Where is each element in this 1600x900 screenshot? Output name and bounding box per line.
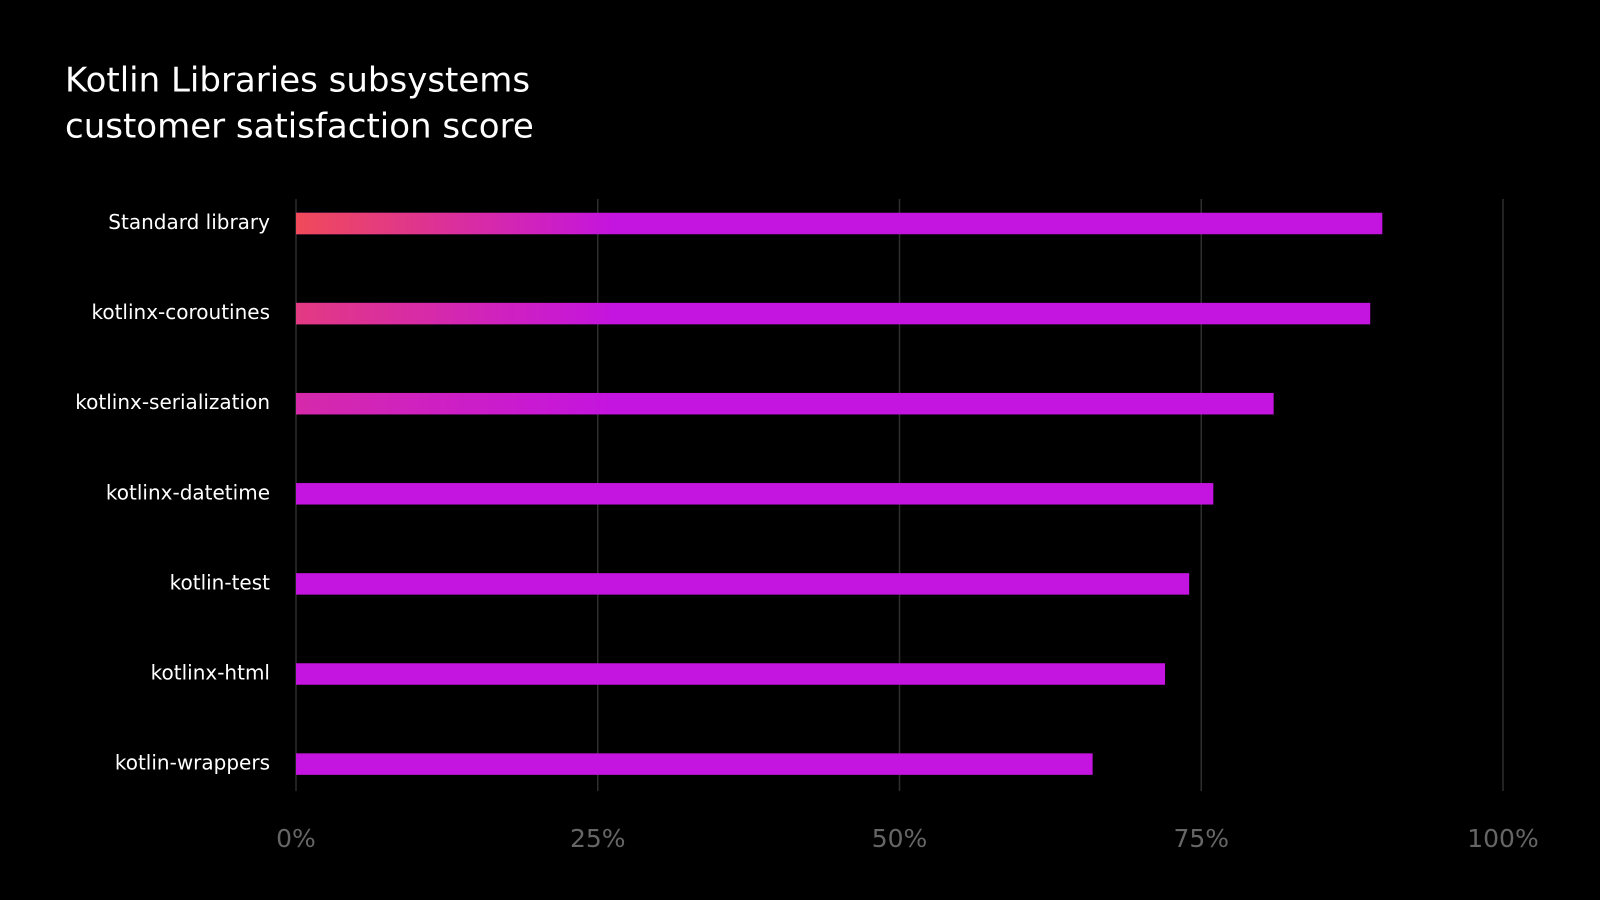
y-tick-label: kotlinx-coroutines — [91, 300, 270, 324]
x-tick-label: 75% — [1173, 824, 1229, 853]
y-tick-label: kotlinx-serialization — [75, 390, 270, 414]
chart-title: Kotlin Libraries subsystems — [65, 61, 530, 101]
bar — [296, 302, 1371, 325]
y-tick-label: kotlinx-html — [151, 661, 270, 685]
x-tick-label: 0% — [276, 824, 316, 853]
bar — [296, 663, 1166, 685]
bar — [296, 573, 1190, 595]
y-tick-label: Standard library — [108, 210, 270, 234]
x-tick-label: 25% — [570, 824, 626, 853]
bar — [296, 483, 1214, 505]
x-tick-label: 100% — [1467, 824, 1538, 853]
y-tick-label: kotlinx-datetime — [106, 480, 270, 504]
bar — [296, 392, 1274, 415]
y-tick-label: kotlin-wrappers — [115, 751, 270, 775]
chart-title: customer satisfaction score — [65, 107, 534, 147]
y-tick-label: kotlin-test — [170, 570, 271, 594]
bar — [296, 212, 1383, 235]
x-tick-label: 50% — [872, 824, 928, 853]
bar — [296, 753, 1093, 775]
